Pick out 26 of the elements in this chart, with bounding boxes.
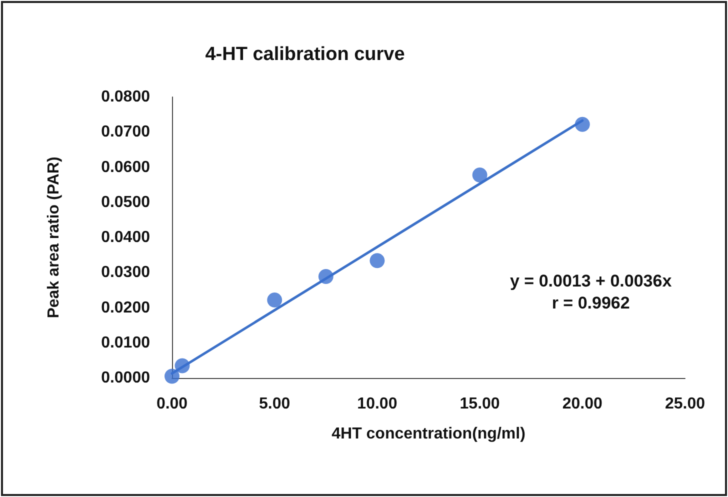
x-tick-label: 25.00 xyxy=(664,396,706,412)
point xyxy=(472,167,488,182)
point xyxy=(318,268,334,284)
y-tick-label: 0.0000 xyxy=(101,370,150,386)
x-tick-label: 10.00 xyxy=(357,396,398,412)
annotation: y = 0.0013 + 0.0036x r = 0.9962 xyxy=(510,272,672,312)
y-axis-title: Peak area ratio (PAR) xyxy=(46,156,62,318)
x-tick-label: 0.00 xyxy=(156,396,188,412)
y-tick-label: 0.0700 xyxy=(101,124,150,141)
x-axis-title: 4HT concentration(ng/ml) xyxy=(332,426,526,442)
point xyxy=(267,292,282,308)
x-tick-label: 20.00 xyxy=(562,396,603,412)
point xyxy=(164,368,180,384)
y-tick-label: 0.0600 xyxy=(101,158,150,176)
point xyxy=(574,116,590,132)
y-tick-label: 0.0100 xyxy=(101,334,150,352)
y-tick-label: 0.0200 xyxy=(101,299,150,316)
y-tick-label: 0.0500 xyxy=(101,194,150,211)
x-tick-label: 5.00 xyxy=(259,396,290,412)
chart-title: 4-HT calibration curve xyxy=(205,44,405,65)
point xyxy=(174,358,190,374)
y-tick-label: 0.0400 xyxy=(101,229,150,246)
y-tick-label: 0.0300 xyxy=(101,264,150,282)
point xyxy=(370,253,385,268)
x-tick-label: 15.00 xyxy=(460,396,500,412)
y-tick-label: 0.0800 xyxy=(101,88,150,106)
